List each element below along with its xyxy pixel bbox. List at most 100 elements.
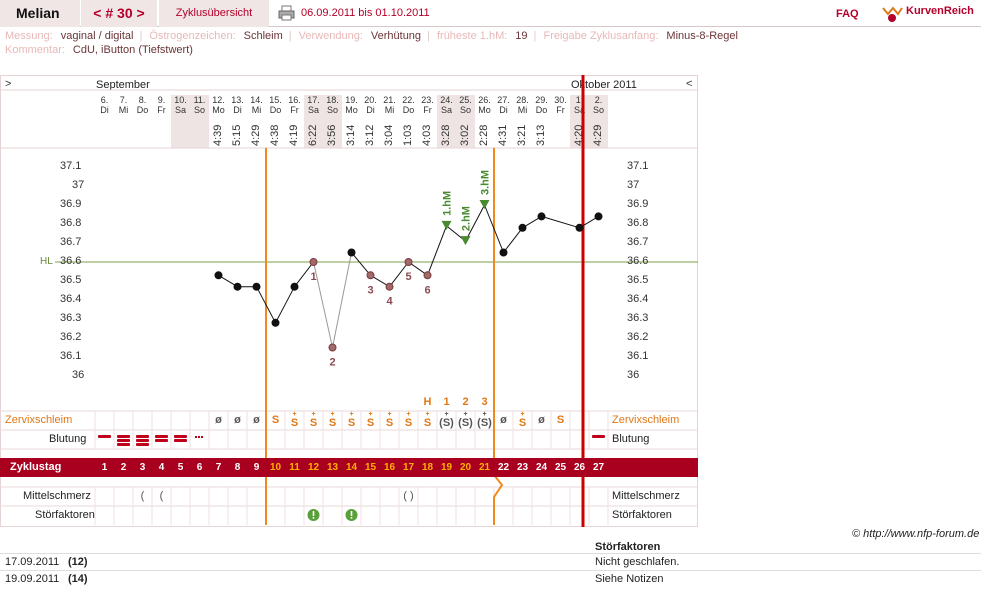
measure-time-text: 3:21: [516, 124, 528, 146]
user-name[interactable]: Melian: [0, 0, 80, 27]
day-header: 22. Do: [399, 95, 418, 147]
zervix-mark: + (S): [475, 411, 494, 429]
cycle-day-number: 5: [177, 462, 184, 473]
day-header: 30. Fr: [551, 95, 570, 147]
zervix-value: S: [328, 417, 337, 429]
y-tick-label: 36.2: [60, 331, 82, 343]
hm-label: früheste 1.hM:: [436, 30, 508, 42]
day-number: 23.: [421, 95, 434, 105]
measure-time-text: 4:38: [269, 124, 281, 146]
day-number: 21.: [383, 95, 396, 105]
cycle-day-number: 21: [478, 462, 491, 473]
measure-time-text: 3:14: [345, 124, 357, 146]
chart-nav-right[interactable]: <: [686, 78, 693, 90]
peak-mark: 1: [443, 396, 450, 408]
cycle-day-number: 2: [120, 462, 127, 473]
y-tick-label: 37: [72, 179, 85, 191]
zervix-value: S: [347, 417, 356, 429]
plus-mark: +: [349, 411, 354, 418]
oestrogen-label: Östrogenzeichen:: [149, 30, 236, 42]
verwendung-value: Verhütung: [370, 30, 422, 42]
cycle-day-number: 15: [364, 462, 377, 473]
zervix-mark: + (S): [456, 411, 475, 429]
weekday: Fr: [290, 105, 299, 115]
measure-time-text: 4:29: [592, 124, 604, 146]
weekday: So: [592, 105, 604, 115]
freigabe-label: Freigabe Zyklusanfang:: [543, 30, 659, 42]
day-header: 14. Mi: [247, 95, 266, 147]
cycle-day-number: 20: [459, 462, 472, 473]
weekday: Di: [233, 105, 242, 115]
measure-time: 1:03: [399, 122, 418, 148]
zervix-mark: + (S): [437, 411, 456, 429]
cycle-day-number: 10: [269, 462, 282, 473]
zervix-value: S: [309, 417, 318, 429]
cycle-day-number: 11: [289, 462, 300, 473]
day-header: 23. Fr: [418, 95, 437, 147]
zervix-mark: + S: [342, 411, 361, 429]
day-number: 29.: [535, 95, 548, 105]
day-number: 26.: [478, 95, 491, 105]
day-header: 28. Mi: [513, 95, 532, 147]
hm-value: 19: [515, 30, 528, 42]
printer-icon[interactable]: [278, 5, 295, 21]
cycle-overview-link[interactable]: Zyklusübersicht: [159, 0, 269, 27]
table-row: 19.09.2011 (14) Siehe Notizen: [0, 570, 981, 587]
measure-time-text: 3:28: [440, 124, 452, 146]
cycle-day-number: 6: [196, 462, 203, 473]
day-number: 19.: [345, 95, 358, 105]
weekend-shade: [456, 95, 475, 148]
day-header: 6. Di: [95, 95, 114, 147]
messung-label: Messung:: [5, 30, 53, 42]
day-header: 8. Do: [133, 95, 152, 147]
row-day: (12): [68, 556, 88, 568]
weekday: Do: [535, 105, 548, 115]
measure-time-text: 4:03: [421, 124, 433, 146]
day-header: 21. Mi: [380, 95, 399, 147]
weekday: Fr: [556, 105, 565, 115]
cycle-day-number: 25: [554, 462, 567, 473]
weekend-shade: [304, 95, 323, 148]
weekend-shade: [437, 95, 456, 148]
copyright: © http://www.nfp-forum.de: [852, 528, 980, 540]
weekday: Mo: [212, 105, 225, 115]
day-number: 11.: [193, 95, 206, 105]
day-number: 10.: [174, 95, 187, 105]
zervix-value: ø: [215, 414, 222, 426]
measure-time: 3:12: [361, 122, 380, 148]
weekday: Sa: [174, 105, 186, 115]
measure-time-text: 5:15: [231, 124, 243, 146]
weekday: So: [193, 105, 205, 115]
cycle-day-number: 24: [535, 462, 548, 473]
weekday: Do: [402, 105, 415, 115]
day-header: 26. Mo: [475, 95, 494, 147]
measure-time: 4:03: [418, 122, 437, 148]
day-number: 7.: [119, 95, 128, 105]
measure-time: 3:04: [380, 122, 399, 148]
y-tick-label-right: 37: [627, 179, 640, 191]
day-number: 14.: [250, 95, 263, 105]
kurvenreich-logo-icon[interactable]: [880, 2, 980, 24]
measure-time: 5:15: [228, 122, 247, 148]
chart-nav-left[interactable]: >: [5, 78, 12, 90]
logo-text[interactable]: KurvenReich: [906, 5, 974, 17]
faq-link[interactable]: FAQ: [836, 8, 859, 20]
weekday: Mi: [384, 105, 395, 115]
weekday: Sa: [573, 105, 585, 115]
day-number: 28.: [516, 95, 529, 105]
weekday: Mi: [118, 105, 129, 115]
y-tick-label: 36.1: [60, 350, 82, 362]
cycle-nav[interactable]: < # 30 >: [81, 0, 157, 27]
stoerfaktoren-table-header: Störfaktoren: [595, 541, 661, 553]
zervix-mark: + S: [361, 411, 380, 429]
measure-time: 3:02: [456, 122, 475, 148]
zervix-value: S: [556, 414, 565, 426]
y-tick-label-right: 36.4: [627, 293, 649, 305]
weekday: Di: [499, 105, 508, 115]
measure-time-text: 6:22: [307, 124, 319, 146]
measure-time: 6:22: [304, 122, 323, 148]
zervix-value: ø: [234, 414, 241, 426]
plus-mark: +: [463, 411, 468, 418]
day-number: 8.: [138, 95, 147, 105]
day-header: 24. Sa: [437, 95, 456, 147]
